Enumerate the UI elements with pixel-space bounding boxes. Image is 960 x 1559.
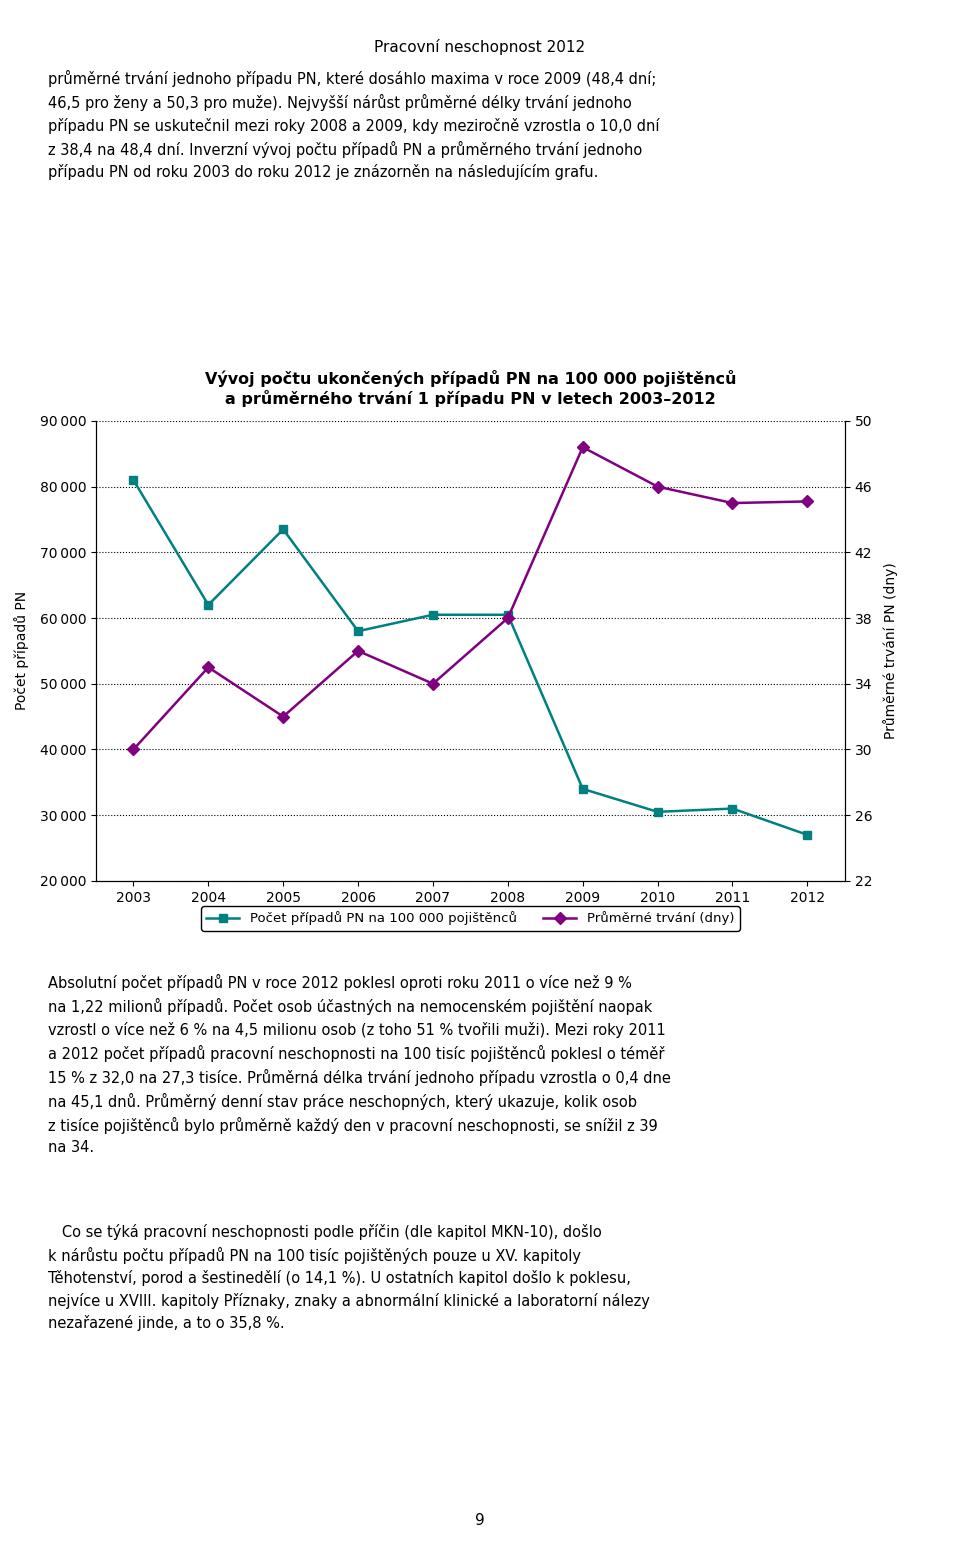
Průměrné trvání (dny) (502, 608, 514, 627)
Text: průměrné trvání jednoho případu PN, které dosáhlo maxima v roce 2009 (48,4 dní;
: průměrné trvání jednoho případu PN, kter… (48, 70, 660, 181)
Title: Vývoj počtu ukončených případů PN na 100 000 pojištěnců
a průměrného trvání 1 př: Vývoj počtu ukončených případů PN na 100… (204, 371, 736, 407)
Y-axis label: Průměrné trvání PN (dny): Průměrné trvání PN (dny) (883, 563, 899, 739)
Text: Co se týká pracovní neschopnosti podle příčin (dle kapitol MKN-10), došlo
k nárů: Co se týká pracovní neschopnosti podle p… (48, 1224, 650, 1331)
Počet případů PN na 100 000 pojištěnců (577, 780, 588, 798)
Text: 9: 9 (475, 1512, 485, 1528)
Legend: Počet případů PN na 100 000 pojištěnců, Průměrné trvání (dny): Počet případů PN na 100 000 pojištěnců, … (202, 906, 739, 931)
Průměrné trvání (dny) (427, 675, 439, 694)
Y-axis label: Počet případů PN: Počet případů PN (13, 591, 29, 711)
Počet případů PN na 100 000 pojištěnců (352, 622, 364, 641)
Počet případů PN na 100 000 pojištěnců (652, 803, 663, 822)
Průměrné trvání (dny) (652, 477, 663, 496)
Line: Počet případů PN na 100 000 pojištěnců: Počet případů PN na 100 000 pojištěnců (130, 475, 811, 839)
Počet případů PN na 100 000 pojištěnců (502, 605, 514, 624)
Text: Pracovní neschopnost 2012: Pracovní neschopnost 2012 (374, 39, 586, 55)
Počet případů PN na 100 000 pojištěnců (203, 596, 214, 614)
Počet případů PN na 100 000 pojištěnců (802, 826, 813, 845)
Počet případů PN na 100 000 pojištěnců (128, 471, 139, 490)
Počet případů PN na 100 000 pojištěnců (427, 605, 439, 624)
Line: Průměrné trvání (dny): Průměrné trvání (dny) (130, 443, 811, 753)
Průměrné trvání (dny) (128, 741, 139, 759)
Text: Absolutní počet případů PN v roce 2012 poklesl oproti roku 2011 o více než 9 %
n: Absolutní počet případů PN v roce 2012 p… (48, 974, 671, 1155)
Průměrné trvání (dny) (727, 494, 738, 513)
Průměrné trvání (dny) (802, 493, 813, 511)
Průměrné trvání (dny) (203, 658, 214, 677)
Průměrné trvání (dny) (577, 438, 588, 457)
Počet případů PN na 100 000 pojištěnců (277, 521, 289, 539)
Průměrné trvání (dny) (352, 642, 364, 661)
Počet případů PN na 100 000 pojištěnců (727, 800, 738, 818)
Průměrné trvání (dny) (277, 708, 289, 726)
